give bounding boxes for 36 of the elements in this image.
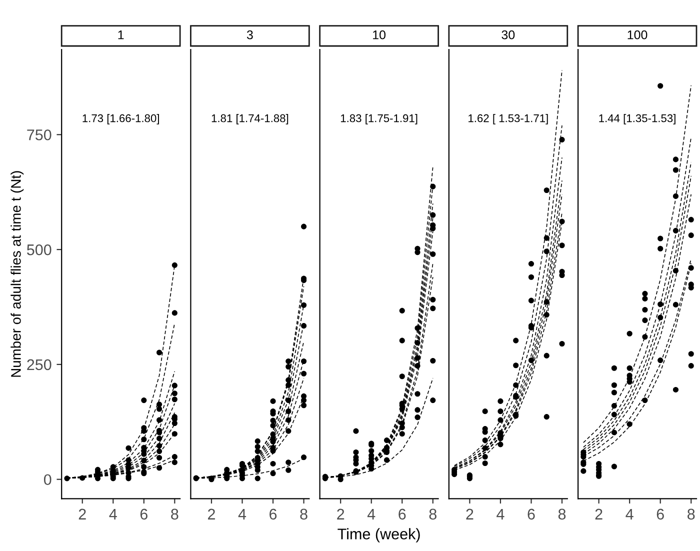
x-tick-label: 4: [626, 508, 634, 520]
x-tick-label: 4: [367, 508, 376, 520]
annotation: 1.44 [1.35-1.53]: [599, 114, 676, 124]
x-tick-label: 2: [208, 508, 215, 520]
x-tick-label: 2: [595, 508, 602, 520]
x-tick-label: 6: [528, 508, 535, 520]
x-tick-label: 6: [140, 508, 148, 520]
x-tick-label: 6: [270, 508, 277, 520]
x-tick-label: 6: [656, 508, 664, 520]
chart-title: 10: [373, 30, 386, 40]
y-axis-title: Number of adult flies at time t (Nt): [10, 171, 24, 377]
y-tick-label: 0: [44, 474, 52, 486]
chart-title: 100: [628, 30, 648, 40]
chart-title: 30: [502, 30, 515, 40]
annotation: 1.81 [1.74-1.88]: [212, 114, 288, 124]
x-tick-label: 4: [238, 508, 246, 520]
chart-title: 3: [246, 30, 253, 40]
x-tick-label: 2: [78, 508, 86, 520]
x-tick-label: 8: [300, 508, 308, 520]
annotation: 1.62 [ 1.53-1.71]: [468, 114, 548, 124]
x-tick-label: 8: [688, 508, 695, 520]
x-tick-label: 8: [558, 508, 566, 520]
annotation: 1.83 [1.75-1.91]: [340, 114, 418, 124]
x-axis-title: Time (week): [338, 528, 420, 542]
x-tick-label: 4: [109, 508, 117, 520]
y-tick-label: 250: [27, 359, 52, 370]
annotation: 1.73 [1.66-1.80]: [82, 114, 159, 124]
x-tick-label: 6: [398, 508, 406, 520]
x-tick-label: 8: [171, 508, 178, 520]
x-tick-label: 2: [466, 508, 474, 520]
x-tick-label: 8: [429, 508, 436, 520]
y-tick-label: 750: [27, 129, 52, 140]
chart-title: 1: [118, 30, 124, 40]
y-tick-label: 500: [27, 244, 52, 256]
x-tick-label: 4: [496, 508, 504, 520]
x-tick-label: 2: [337, 508, 344, 520]
